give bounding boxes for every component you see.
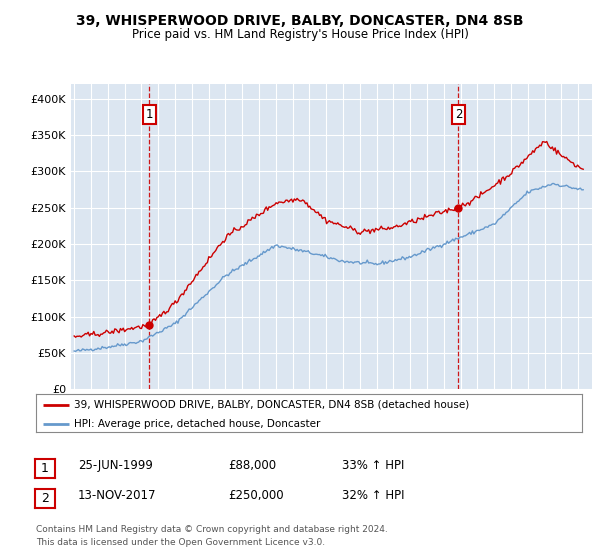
Text: 39, WHISPERWOOD DRIVE, BALBY, DONCASTER, DN4 8SB: 39, WHISPERWOOD DRIVE, BALBY, DONCASTER,… — [76, 14, 524, 28]
Text: 1: 1 — [41, 462, 49, 475]
Text: 32% ↑ HPI: 32% ↑ HPI — [342, 489, 404, 502]
Text: HPI: Average price, detached house, Doncaster: HPI: Average price, detached house, Donc… — [74, 419, 320, 429]
Text: Contains HM Land Registry data © Crown copyright and database right 2024.
This d: Contains HM Land Registry data © Crown c… — [36, 525, 388, 547]
Text: 33% ↑ HPI: 33% ↑ HPI — [342, 459, 404, 473]
Text: 13-NOV-2017: 13-NOV-2017 — [78, 489, 157, 502]
Text: Price paid vs. HM Land Registry's House Price Index (HPI): Price paid vs. HM Land Registry's House … — [131, 28, 469, 41]
Text: £250,000: £250,000 — [228, 489, 284, 502]
Text: 1: 1 — [146, 108, 153, 121]
Text: 25-JUN-1999: 25-JUN-1999 — [78, 459, 153, 473]
Text: £88,000: £88,000 — [228, 459, 276, 473]
Text: 2: 2 — [455, 108, 462, 121]
Text: 39, WHISPERWOOD DRIVE, BALBY, DONCASTER, DN4 8SB (detached house): 39, WHISPERWOOD DRIVE, BALBY, DONCASTER,… — [74, 399, 469, 409]
Text: 2: 2 — [41, 492, 49, 505]
